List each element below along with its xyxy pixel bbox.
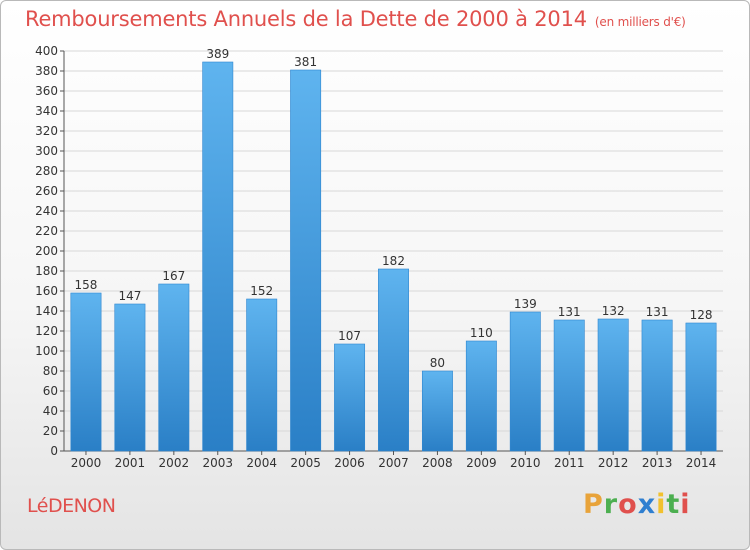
data-label-2001: 147 xyxy=(118,289,141,303)
x-tick-label-2009: 2009 xyxy=(466,456,497,470)
y-tick-label: 240 xyxy=(35,204,58,218)
y-tick-label: 100 xyxy=(35,344,58,358)
y-tick-label: 360 xyxy=(35,84,58,98)
y-tick-label: 220 xyxy=(35,224,58,238)
y-tick-label: 160 xyxy=(35,284,58,298)
bar-2011 xyxy=(553,319,585,452)
logo-letter: r xyxy=(603,489,619,520)
x-tick-label-2011: 2011 xyxy=(554,456,585,470)
bar-2014 xyxy=(685,322,717,452)
commune-name: LéDENON xyxy=(27,495,116,517)
y-tick-label: 400 xyxy=(35,44,58,58)
bar-2005 xyxy=(290,69,322,452)
x-tick-label-2001: 2001 xyxy=(115,456,146,470)
data-label-2006: 107 xyxy=(338,329,361,343)
bar-2010 xyxy=(509,311,541,452)
x-tick-label-2002: 2002 xyxy=(159,456,190,470)
data-label-2014: 128 xyxy=(690,308,713,322)
x-tick-label-2003: 2003 xyxy=(202,456,233,470)
chart-unit: (en milliers d'€) xyxy=(594,15,686,29)
x-tick-label-2010: 2010 xyxy=(510,456,541,470)
y-tick-label: 140 xyxy=(35,304,58,318)
x-tick-label-2008: 2008 xyxy=(422,456,453,470)
logo-letter: x xyxy=(637,489,657,520)
bar-2013 xyxy=(641,319,673,452)
x-tick-label-2014: 2014 xyxy=(686,456,717,470)
y-tick-label: 80 xyxy=(43,364,58,378)
y-tick-label: 200 xyxy=(35,244,58,258)
bar-2007 xyxy=(378,268,409,452)
logo-letter: o xyxy=(618,489,638,520)
x-tick-label-2013: 2013 xyxy=(642,456,673,470)
logo-letter: t xyxy=(666,489,681,520)
logo-letter: P xyxy=(583,489,604,520)
data-label-2009: 110 xyxy=(470,326,493,340)
data-label-2011: 131 xyxy=(558,305,581,319)
data-label-2010: 139 xyxy=(514,297,537,311)
x-tick-label-2004: 2004 xyxy=(246,456,277,470)
title-text: Remboursements Annuels de la Dette de 20… xyxy=(25,7,587,31)
y-tick-label: 60 xyxy=(43,384,58,398)
y-tick-label: 280 xyxy=(35,164,58,178)
bar-2000 xyxy=(70,292,102,452)
bar-2009 xyxy=(465,340,497,452)
proxiti-logo: Proxiti xyxy=(583,489,691,520)
y-tick-label: 380 xyxy=(35,64,58,78)
y-tick-label: 340 xyxy=(35,104,58,118)
data-label-2002: 167 xyxy=(162,269,185,283)
logo-letter: i xyxy=(656,489,667,520)
data-label-2007: 182 xyxy=(382,254,405,268)
bar-2006 xyxy=(334,343,366,452)
x-tick-label-2012: 2012 xyxy=(598,456,629,470)
x-tick-label-2000: 2000 xyxy=(71,456,102,470)
y-tick-label: 40 xyxy=(43,404,58,418)
bar-2003 xyxy=(202,61,234,452)
bar-2002 xyxy=(158,283,190,452)
bar-2004 xyxy=(246,298,278,452)
data-label-2013: 131 xyxy=(646,305,669,319)
data-label-2012: 132 xyxy=(602,304,625,318)
chart-title: Remboursements Annuels de la Dette de 20… xyxy=(25,7,686,31)
data-label-2004: 152 xyxy=(250,284,273,298)
bar-2012 xyxy=(597,318,629,452)
y-tick-label: 20 xyxy=(43,424,58,438)
bar-2001 xyxy=(114,303,146,452)
y-tick-label: 0 xyxy=(50,444,58,458)
y-tick-label: 260 xyxy=(35,184,58,198)
data-label-2003: 389 xyxy=(206,47,229,61)
bar-2008 xyxy=(421,370,453,452)
x-tick-label-2005: 2005 xyxy=(290,456,321,470)
x-tick-label-2006: 2006 xyxy=(334,456,365,470)
y-tick-label: 300 xyxy=(35,144,58,158)
x-tick-label-2007: 2007 xyxy=(378,456,409,470)
y-tick-label: 320 xyxy=(35,124,58,138)
y-tick-label: 180 xyxy=(35,264,58,278)
data-label-2000: 158 xyxy=(75,278,98,292)
y-tick-label: 120 xyxy=(35,324,58,338)
data-label-2005: 381 xyxy=(294,55,317,69)
logo-letter: i xyxy=(680,489,691,520)
data-label-2008: 80 xyxy=(430,356,445,370)
